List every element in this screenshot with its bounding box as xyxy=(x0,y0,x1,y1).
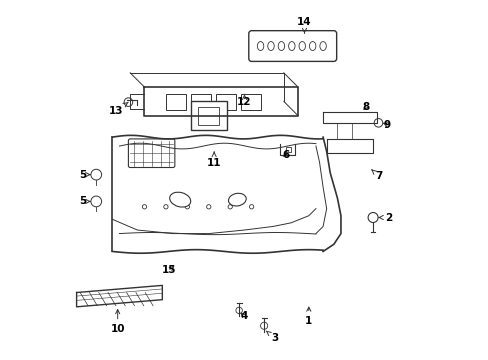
Text: 13: 13 xyxy=(108,102,128,116)
Text: 10: 10 xyxy=(110,310,124,334)
Text: 12: 12 xyxy=(237,94,251,107)
Text: 15: 15 xyxy=(162,265,176,275)
Ellipse shape xyxy=(288,41,294,50)
Ellipse shape xyxy=(278,41,284,50)
Text: 5: 5 xyxy=(79,197,90,206)
Ellipse shape xyxy=(319,41,325,50)
Ellipse shape xyxy=(267,41,274,50)
Text: 11: 11 xyxy=(206,152,221,168)
Text: 5: 5 xyxy=(79,170,90,180)
Text: 3: 3 xyxy=(265,331,278,343)
Bar xyxy=(190,94,210,111)
Text: 9: 9 xyxy=(383,120,390,130)
Ellipse shape xyxy=(169,192,190,207)
Text: 7: 7 xyxy=(371,170,381,181)
FancyBboxPatch shape xyxy=(248,31,336,62)
Text: 8: 8 xyxy=(362,102,369,112)
Text: 14: 14 xyxy=(297,17,311,33)
Bar xyxy=(285,147,290,152)
Text: 6: 6 xyxy=(282,150,288,160)
Bar xyxy=(216,94,235,111)
Text: 1: 1 xyxy=(305,307,312,326)
Ellipse shape xyxy=(228,193,246,206)
Ellipse shape xyxy=(299,41,305,50)
FancyBboxPatch shape xyxy=(198,107,219,125)
Bar xyxy=(165,94,185,111)
FancyBboxPatch shape xyxy=(190,102,226,130)
Ellipse shape xyxy=(257,41,263,50)
Ellipse shape xyxy=(309,41,315,50)
Bar xyxy=(241,94,260,111)
Text: 4: 4 xyxy=(240,311,248,321)
Text: 2: 2 xyxy=(378,212,392,222)
